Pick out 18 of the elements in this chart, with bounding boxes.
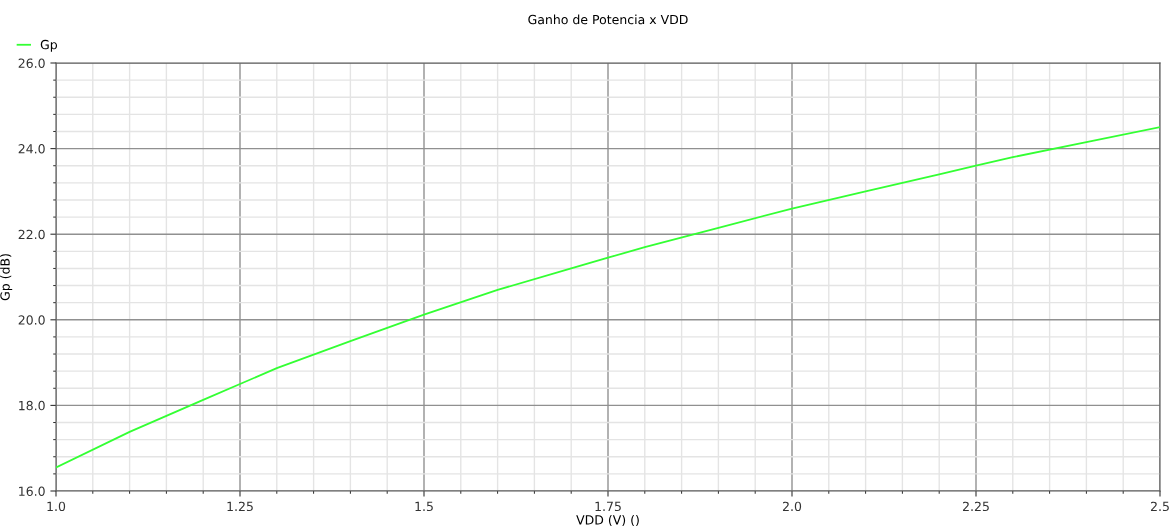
y-axis-title: Gp (dB) [0, 254, 13, 301]
x-tick-label: 1.75 [595, 501, 621, 512]
y-tick-label: 16.0 [19, 486, 45, 496]
x-tick-label: 1.25 [227, 501, 253, 512]
legend-label: Gp [40, 39, 58, 52]
x-tick-label: 1.0 [47, 501, 66, 512]
y-tick-label: 24.0 [18, 144, 45, 154]
x-tick-label: 1.5 [415, 501, 433, 512]
y-tick-label: 26.0 [18, 58, 45, 68]
x-tick-label: 2.25 [963, 501, 989, 512]
x-tick-label: 2.5 [1150, 501, 1169, 512]
x-tick-label: 2.0 [782, 501, 802, 512]
x-axis-title: VDD (V) () [576, 514, 639, 527]
y-tick-label: 20.0 [18, 315, 45, 325]
line-series [56, 126, 1160, 469]
chart-title: Ganho de Potencia x VDD [528, 14, 688, 25]
y-tick-label: 22.0 [18, 229, 45, 240]
y-tick-label: 18.0 [19, 400, 45, 411]
